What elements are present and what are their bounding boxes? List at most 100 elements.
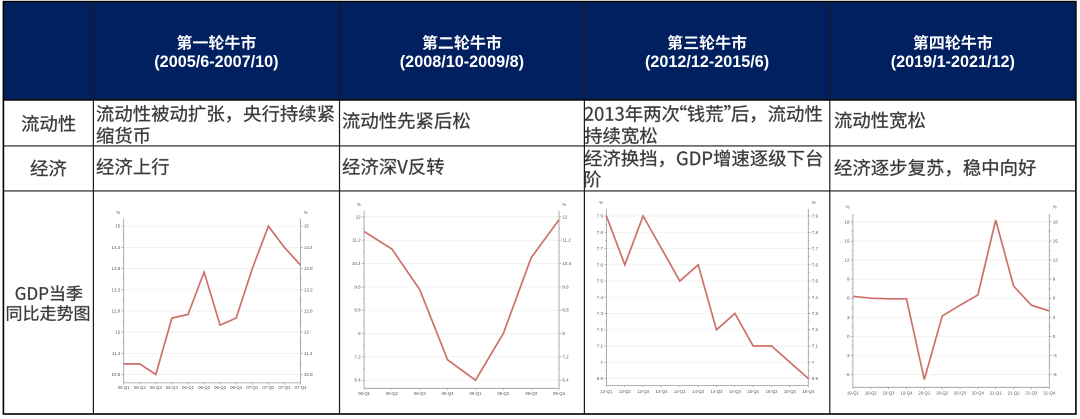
svg-text:6: 6	[1053, 296, 1056, 301]
svg-text:14.4: 14.4	[304, 245, 313, 250]
svg-text:18: 18	[1053, 220, 1059, 225]
svg-text:20-Q2: 20-Q2	[936, 390, 949, 395]
svg-text:10.4: 10.4	[352, 261, 361, 266]
svg-text:09-Q3: 09-Q3	[525, 391, 538, 396]
svg-text:8: 8	[562, 331, 565, 336]
svg-text:15: 15	[1053, 239, 1059, 244]
svg-text:09-Q4: 09-Q4	[553, 391, 566, 396]
svg-text:7.6: 7.6	[812, 262, 819, 267]
svg-text:12: 12	[115, 330, 121, 335]
svg-text:6.4: 6.4	[354, 378, 361, 383]
svg-text:7.7: 7.7	[812, 246, 819, 251]
svg-text:6.9: 6.9	[597, 376, 604, 381]
svg-text:21-Q4: 21-Q4	[1043, 390, 1056, 395]
svg-text:08-Q3: 08-Q3	[414, 391, 427, 396]
svg-text:05-Q3: 05-Q3	[150, 385, 163, 390]
svg-text:0: 0	[847, 334, 850, 339]
svg-text:21-Q1: 21-Q1	[990, 390, 1003, 395]
svg-text:14.4: 14.4	[112, 245, 121, 250]
svg-text:11.2: 11.2	[352, 238, 361, 243]
svg-text:6.4: 6.4	[562, 378, 569, 383]
svg-text:%: %	[812, 200, 816, 205]
svg-text:6.9: 6.9	[812, 376, 819, 381]
svg-text:06-Q2: 06-Q2	[198, 385, 211, 390]
svg-text:13.2: 13.2	[112, 287, 121, 292]
svg-text:7: 7	[812, 360, 815, 365]
svg-text:(2019/1-2021/12): (2019/1-2021/12)	[891, 53, 1015, 71]
svg-text:12.6: 12.6	[304, 308, 313, 313]
svg-text:7.1: 7.1	[597, 344, 604, 349]
svg-text:08-Q4: 08-Q4	[442, 391, 455, 396]
svg-text:13-Q3: 13-Q3	[637, 389, 650, 394]
svg-text:10.4: 10.4	[562, 261, 571, 266]
svg-text:-3: -3	[845, 353, 849, 358]
svg-text:13.8: 13.8	[112, 266, 121, 271]
svg-text:9.6: 9.6	[354, 284, 361, 289]
svg-text:3: 3	[847, 315, 850, 320]
svg-text:7.5: 7.5	[812, 279, 819, 284]
svg-text:14-Q3: 14-Q3	[711, 389, 724, 394]
svg-text:20-Q1: 20-Q1	[918, 390, 931, 395]
svg-text:15: 15	[844, 239, 850, 244]
svg-text:8.8: 8.8	[562, 308, 569, 313]
svg-text:19-Q3: 19-Q3	[883, 390, 896, 395]
svg-text:15: 15	[115, 224, 121, 229]
svg-text:07-Q3: 07-Q3	[278, 385, 291, 390]
svg-text:7.5: 7.5	[597, 279, 604, 284]
svg-text:(2008/10-2009/8): (2008/10-2009/8)	[400, 53, 524, 71]
svg-text:11.4: 11.4	[112, 351, 121, 356]
svg-text:07-Q4: 07-Q4	[295, 385, 308, 390]
svg-text:0: 0	[1053, 334, 1056, 339]
svg-text:15: 15	[304, 224, 310, 229]
svg-text:7.2: 7.2	[562, 354, 569, 359]
svg-text:7.9: 7.9	[597, 214, 604, 219]
svg-text:6: 6	[847, 296, 850, 301]
svg-text:07-Q1: 07-Q1	[246, 385, 259, 390]
svg-text:7.2: 7.2	[354, 354, 361, 359]
svg-text:%: %	[599, 200, 603, 205]
svg-text:7.9: 7.9	[812, 214, 819, 219]
svg-text:7.7: 7.7	[597, 246, 604, 251]
svg-text:20-Q4: 20-Q4	[972, 390, 985, 395]
svg-text:21-Q2: 21-Q2	[1008, 390, 1021, 395]
svg-text:07-Q2: 07-Q2	[262, 385, 275, 390]
svg-text:15-Q2: 15-Q2	[766, 389, 779, 394]
svg-text:7.4: 7.4	[597, 295, 604, 300]
svg-text:-6: -6	[1053, 372, 1057, 377]
svg-text:7.8: 7.8	[812, 230, 819, 235]
svg-text:(2005/6-2007/10): (2005/6-2007/10)	[154, 53, 278, 71]
svg-text:09-Q1: 09-Q1	[470, 391, 483, 396]
svg-text:15-Q1: 15-Q1	[747, 389, 760, 394]
svg-text:%: %	[304, 210, 308, 215]
svg-text:(2012/12-2015/6): (2012/12-2015/6)	[645, 53, 769, 71]
svg-text:19-Q2: 19-Q2	[865, 390, 878, 395]
svg-text:7.1: 7.1	[812, 344, 819, 349]
svg-text:12: 12	[562, 214, 568, 219]
svg-text:3: 3	[1053, 315, 1056, 320]
svg-text:7.3: 7.3	[597, 311, 604, 316]
svg-text:08-Q1: 08-Q1	[358, 391, 371, 396]
svg-text:11.2: 11.2	[562, 238, 571, 243]
svg-text:13.8: 13.8	[304, 266, 313, 271]
svg-text:7.2: 7.2	[597, 327, 604, 332]
svg-text:13-Q4: 13-Q4	[656, 389, 669, 394]
svg-text:13.2: 13.2	[304, 287, 313, 292]
svg-text:13-Q1: 13-Q1	[600, 389, 613, 394]
svg-text:-3: -3	[1053, 353, 1057, 358]
svg-text:11.4: 11.4	[304, 351, 313, 356]
svg-text:14-Q2: 14-Q2	[692, 389, 705, 394]
svg-text:14-Q1: 14-Q1	[674, 389, 687, 394]
svg-text:8.8: 8.8	[354, 308, 361, 313]
svg-text:7.4: 7.4	[812, 295, 819, 300]
svg-text:%: %	[116, 210, 120, 215]
svg-text:7.8: 7.8	[597, 230, 604, 235]
svg-text:12: 12	[1053, 258, 1059, 263]
svg-text:12: 12	[304, 330, 310, 335]
svg-text:19-Q1: 19-Q1	[847, 390, 860, 395]
svg-text:-6: -6	[845, 372, 849, 377]
svg-text:15-Q3: 15-Q3	[784, 389, 797, 394]
svg-text:9: 9	[1053, 277, 1056, 282]
svg-text:09-Q2: 09-Q2	[497, 391, 510, 396]
svg-text:7.3: 7.3	[812, 311, 819, 316]
svg-text:19-Q4: 19-Q4	[901, 390, 914, 395]
